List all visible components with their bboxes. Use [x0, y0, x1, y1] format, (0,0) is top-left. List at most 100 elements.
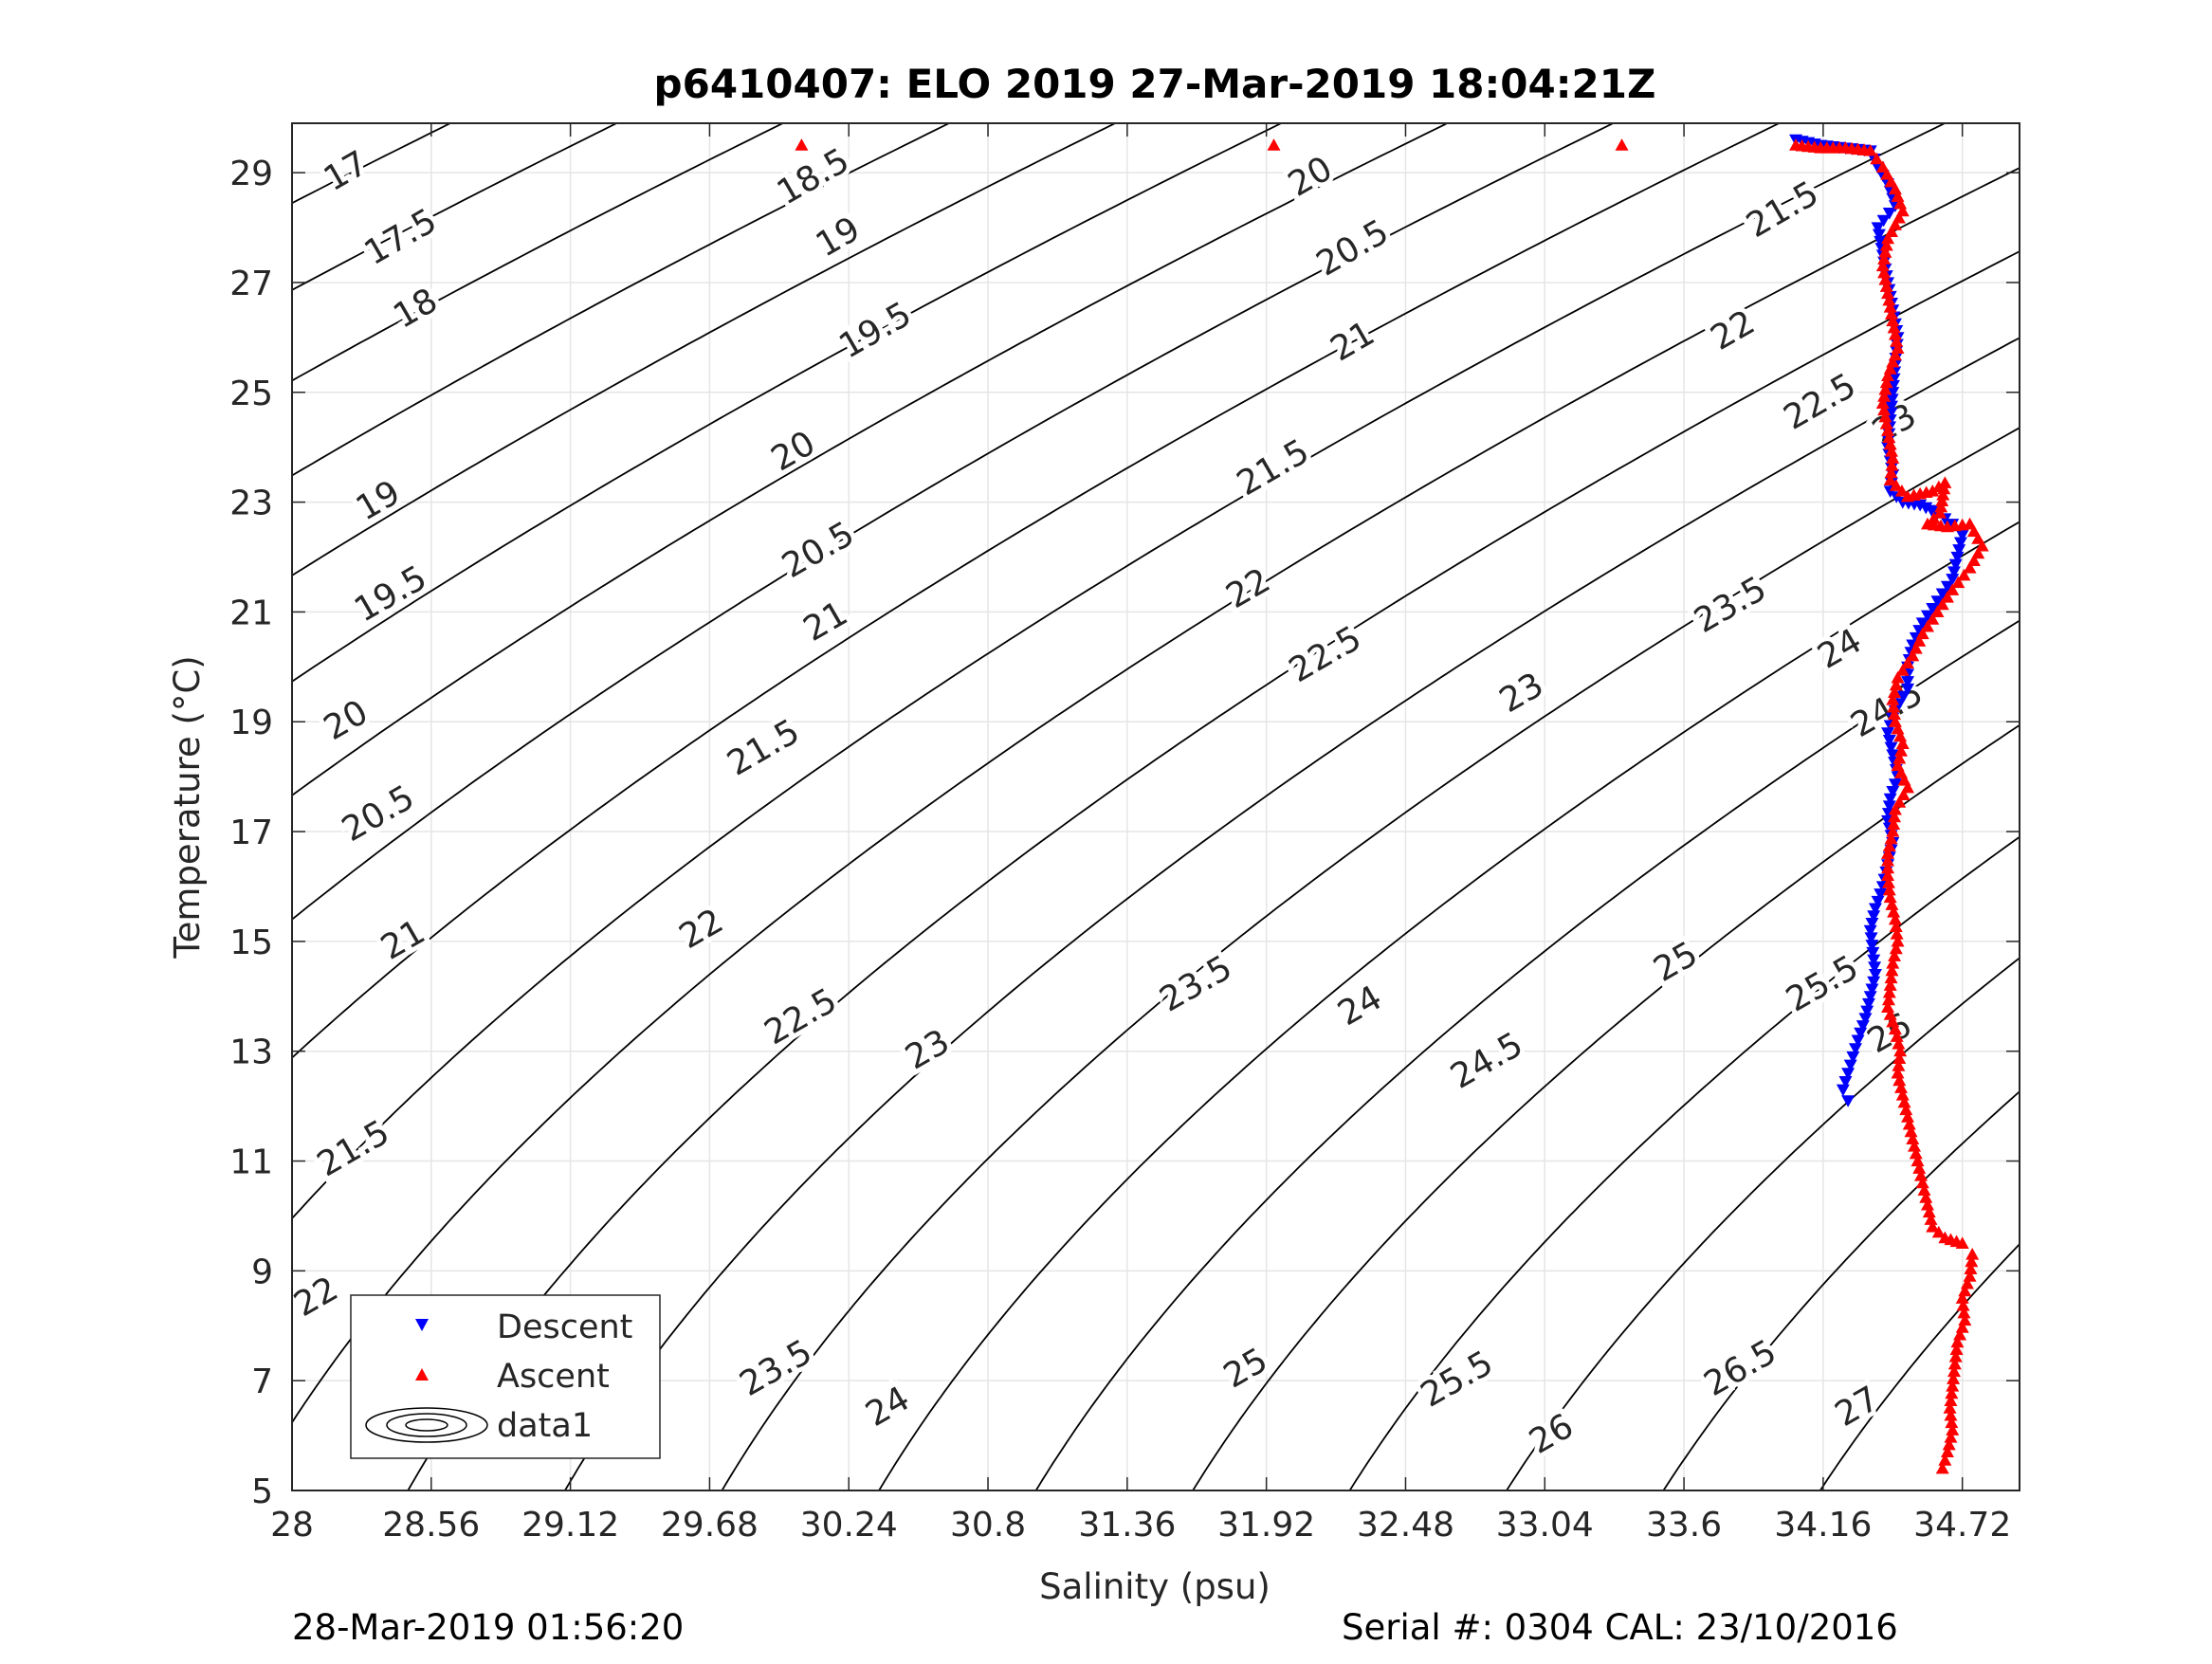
ascent-point	[1965, 1254, 1979, 1268]
ascent-point	[1885, 963, 1899, 977]
descent-point	[1868, 961, 1882, 974]
ascent-point	[1888, 1022, 1902, 1035]
descent-point	[1866, 946, 1880, 960]
descent-point	[1901, 676, 1915, 688]
descent-point	[1921, 610, 1935, 623]
descent-point	[1948, 558, 1963, 572]
ascent-point	[1888, 327, 1902, 340]
ascent-point	[1885, 898, 1899, 910]
descent-point	[1867, 910, 1881, 923]
ascent-point	[1931, 1225, 1946, 1238]
descent-point	[1886, 387, 1900, 399]
ascent-point	[1942, 1437, 1956, 1451]
ascent-point	[1947, 1372, 1961, 1384]
ascent-point	[1877, 252, 1892, 265]
ascent-point	[1964, 1262, 1978, 1275]
x-tick-label: 32.48	[1357, 1506, 1454, 1545]
ascent-point	[1935, 494, 1949, 507]
descent-point	[1867, 954, 1881, 967]
y-tick-label: 25	[229, 375, 273, 413]
ascent-point	[1917, 1183, 1931, 1197]
ascent-point	[1924, 1213, 1938, 1225]
descent-point	[1930, 595, 1945, 608]
ascent-point	[1943, 1401, 1957, 1414]
ascent-point	[1881, 369, 1895, 381]
descent-point	[1843, 1059, 1857, 1072]
y-tick-label: 19	[229, 704, 273, 742]
ascent-point	[1888, 686, 1902, 698]
ascent-point	[1875, 259, 1890, 272]
ascent-point	[1930, 605, 1945, 618]
x-tick-label: 29.68	[661, 1506, 759, 1545]
descent-point	[1952, 544, 1966, 557]
ascent-point	[1882, 293, 1896, 306]
descent-point	[1935, 588, 1949, 601]
ascent-point	[1888, 802, 1902, 815]
legend-contour-icon	[365, 1407, 488, 1443]
descent-point	[1915, 617, 1929, 630]
ascent-point	[1879, 417, 1893, 430]
descent-point	[1883, 793, 1897, 806]
contour-line	[721, 427, 2020, 1490]
descent-point	[1940, 580, 1954, 594]
ascent-point	[1897, 1095, 1911, 1108]
y-tick-label: 11	[229, 1143, 273, 1182]
ascent-point	[1884, 445, 1898, 457]
ascent-point	[1886, 693, 1900, 705]
ascent-point	[1926, 613, 1940, 625]
descent-point	[1851, 1034, 1865, 1048]
descent-point	[1946, 574, 1960, 586]
ascent-point	[1884, 832, 1898, 845]
ascent-point	[1936, 488, 1950, 501]
ascent-point	[1955, 1291, 1969, 1304]
ascent-point	[1884, 466, 1898, 479]
y-tick-label: 21	[229, 594, 273, 632]
contour-line	[1662, 1090, 2020, 1490]
ascent-point	[1883, 890, 1897, 904]
x-axis-label: Salinity (psu)	[1039, 1566, 1271, 1607]
ascent-point	[1881, 231, 1895, 245]
ascent-point	[1883, 437, 1897, 450]
ascent-point	[1899, 1103, 1913, 1116]
ascent-point	[1944, 1394, 1958, 1407]
ascent-point	[1944, 1408, 1958, 1421]
descent-point	[1846, 1051, 1860, 1064]
ascent-point	[1875, 396, 1890, 409]
ascent-point	[1895, 1088, 1910, 1101]
ascent-point	[1901, 1110, 1915, 1123]
ascent-point	[1891, 1066, 1905, 1079]
ascent-point	[1879, 238, 1893, 251]
ascent-point	[795, 138, 809, 151]
contour-line	[1034, 619, 2020, 1490]
footer-serial-cal: Serial #: 0304 CAL: 23/10/2016	[1342, 1607, 1898, 1648]
ascent-point	[1888, 810, 1902, 823]
descent-point	[1868, 969, 1882, 981]
y-tick-label: 23	[229, 485, 273, 523]
descent-point	[1876, 214, 1891, 228]
ascent-point	[1878, 246, 1892, 258]
contour-line	[292, 123, 1284, 683]
ascent-point	[1938, 476, 1952, 488]
descent-point	[1884, 400, 1898, 413]
descent-point	[1854, 1027, 1868, 1040]
y-tick-label: 27	[229, 265, 273, 303]
y-tick-label: 15	[229, 923, 273, 962]
x-tick-label: 34.72	[1913, 1506, 2011, 1545]
ascent-point	[1886, 825, 1900, 837]
ascent-point	[1887, 700, 1901, 713]
ascent-point	[1921, 1198, 1935, 1211]
ascent-point	[1890, 1030, 1904, 1042]
ascent-point	[1927, 511, 1941, 524]
ascent-point	[1881, 286, 1895, 300]
ascent-point	[1891, 934, 1905, 947]
descent-point	[1882, 734, 1896, 747]
legend-box	[350, 1294, 661, 1459]
ascent-point	[1878, 273, 1892, 285]
descent-point	[1955, 529, 1969, 542]
ascent-point	[1889, 479, 1903, 491]
ascent-point	[1881, 853, 1895, 867]
ascent-point	[1947, 1357, 1962, 1370]
ascent-point	[1933, 506, 1947, 519]
x-tick-label: 34.16	[1774, 1506, 1872, 1545]
descent-point	[1865, 983, 1879, 997]
